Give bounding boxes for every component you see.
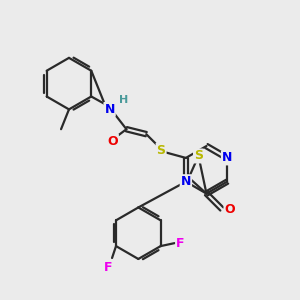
Text: N: N bbox=[181, 175, 191, 188]
Text: S: S bbox=[194, 149, 203, 163]
Text: H: H bbox=[119, 95, 128, 106]
Text: N: N bbox=[104, 103, 115, 116]
Text: N: N bbox=[222, 152, 232, 164]
Text: F: F bbox=[104, 261, 112, 274]
Text: O: O bbox=[107, 135, 118, 148]
Text: O: O bbox=[224, 202, 235, 215]
Text: F: F bbox=[176, 237, 185, 250]
Text: S: S bbox=[157, 143, 166, 157]
